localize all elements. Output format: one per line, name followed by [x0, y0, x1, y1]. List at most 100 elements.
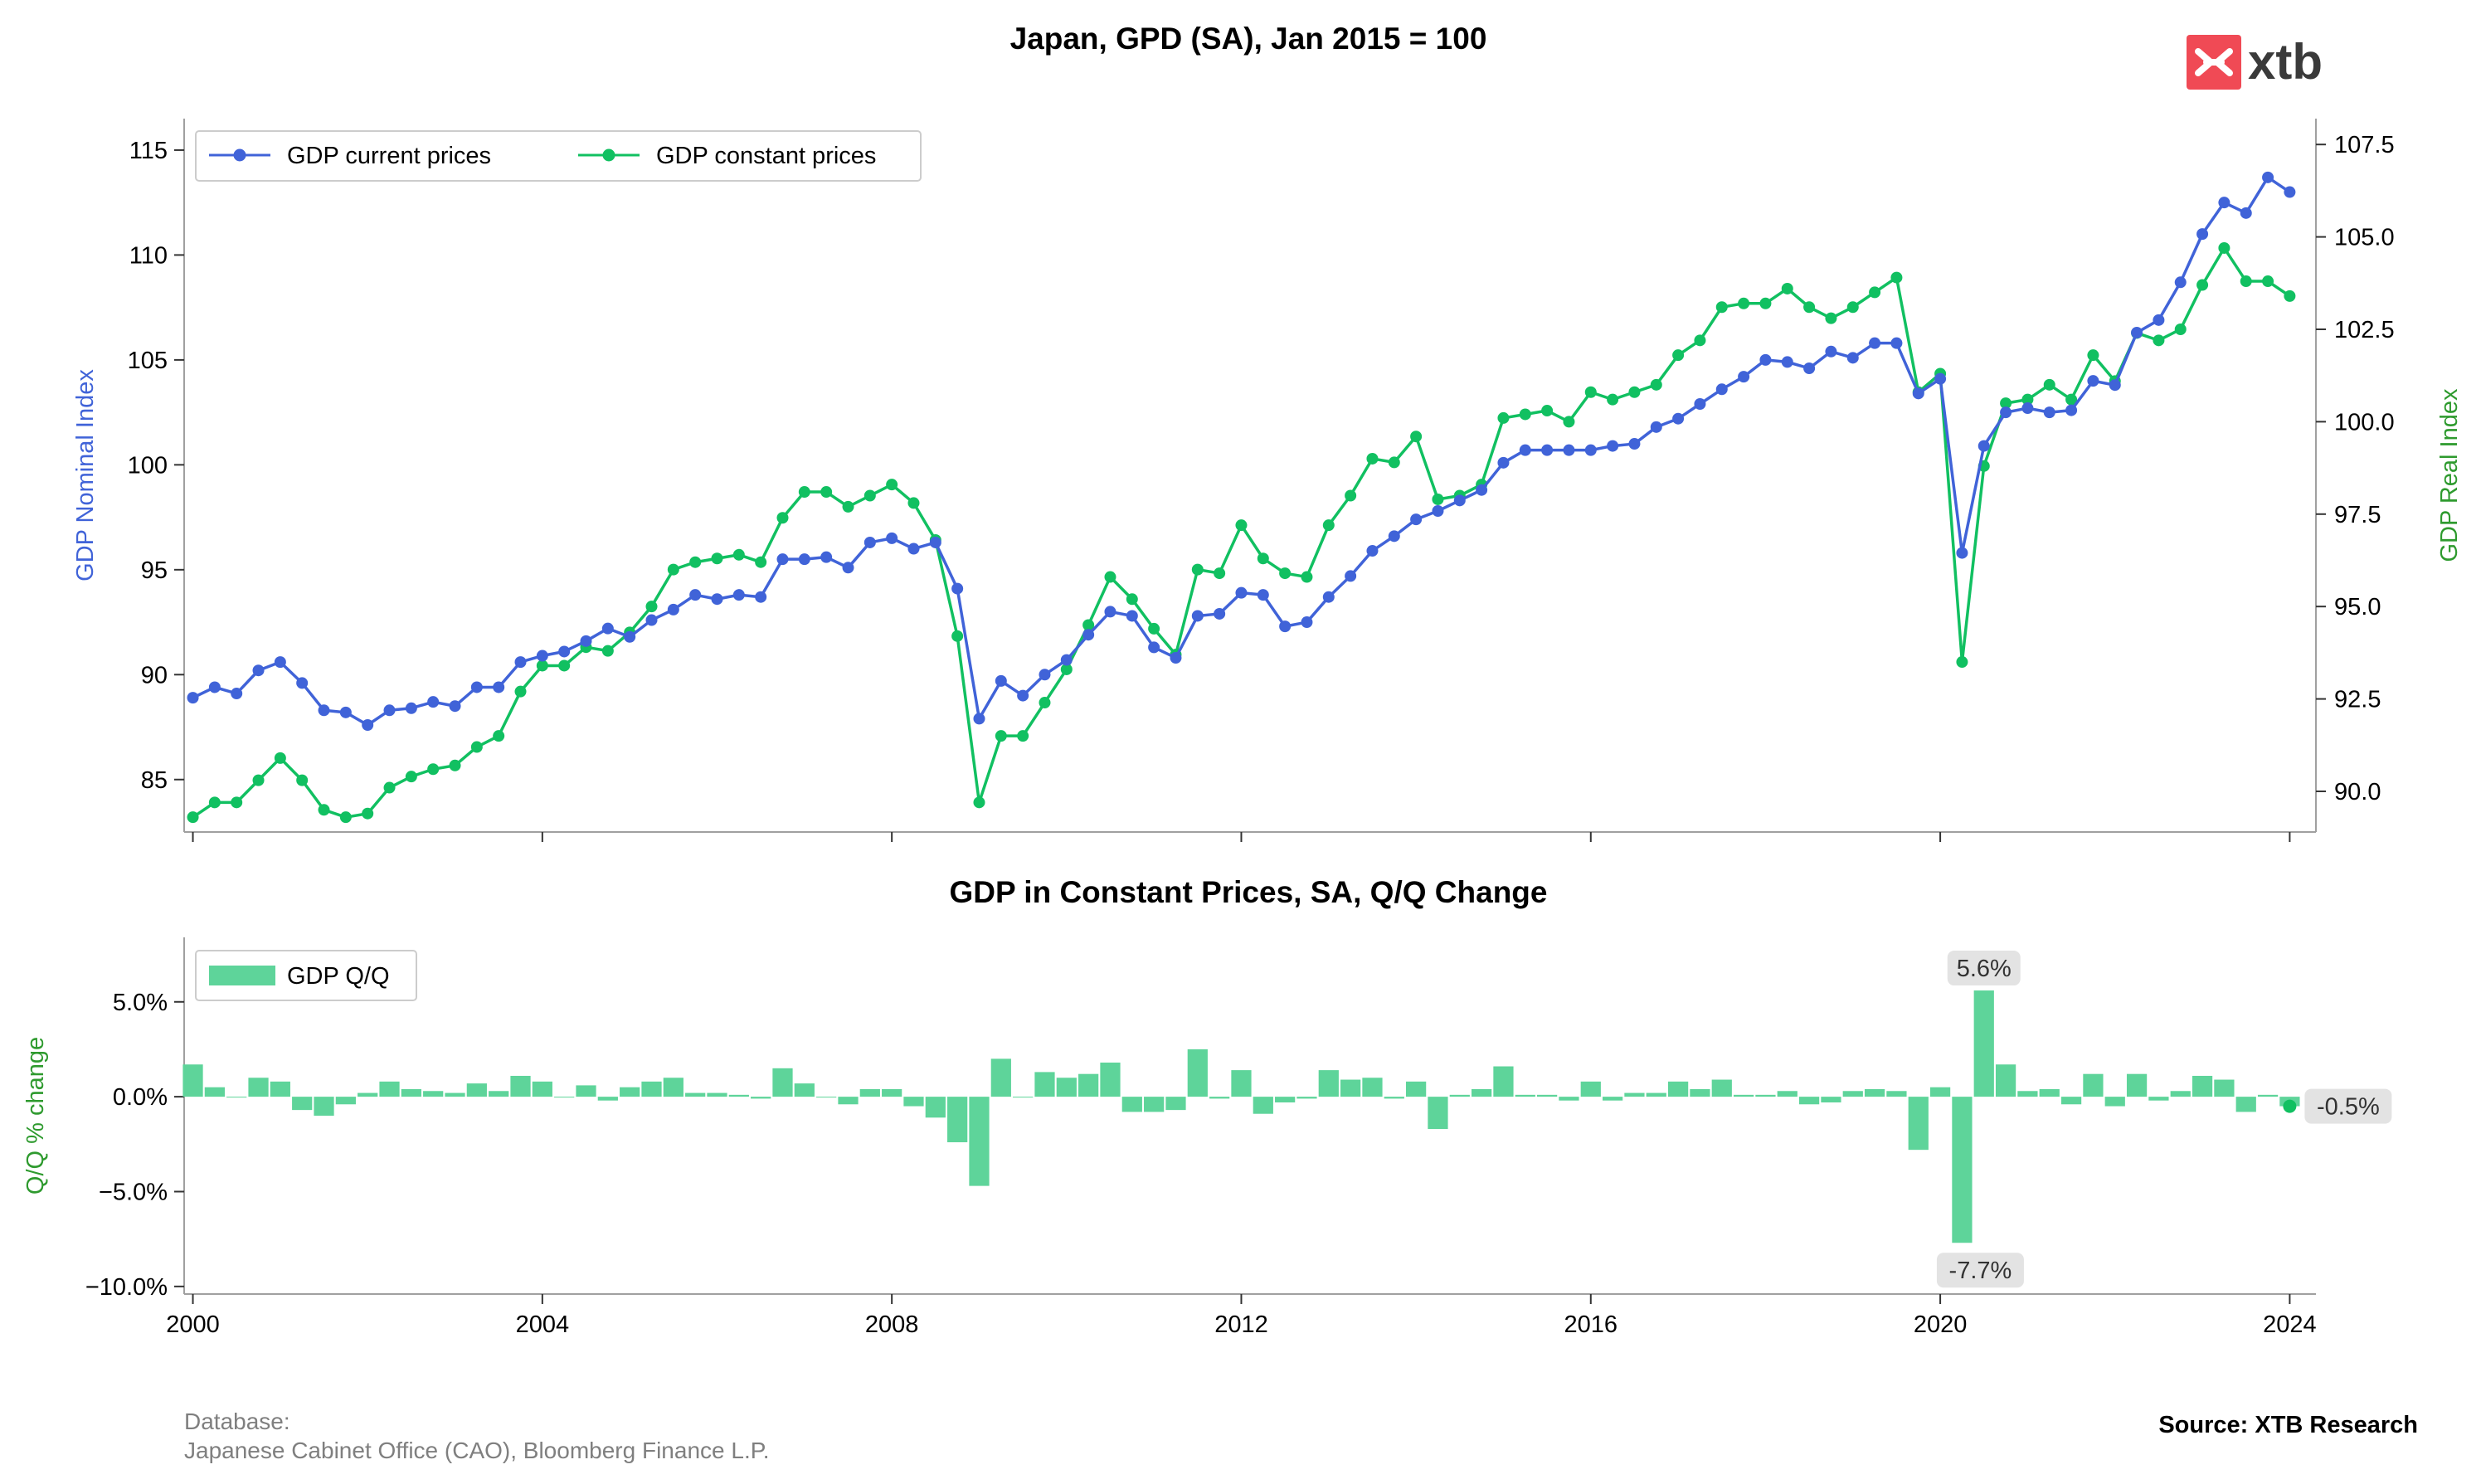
bar — [2039, 1088, 2060, 1097]
last-value-dot — [2283, 1099, 2297, 1113]
data-point — [2196, 228, 2209, 241]
data-point — [558, 645, 571, 658]
data-point — [863, 536, 876, 548]
y-tick-bottom: 5.0% — [113, 990, 168, 1016]
data-point — [1541, 444, 1554, 456]
data-point — [755, 556, 767, 568]
data-point — [2153, 334, 2165, 347]
bar — [990, 1058, 1011, 1097]
y-tick-right: 92.5 — [2334, 687, 2381, 713]
data-point — [2262, 275, 2274, 288]
top-plot: 85 90 95 100 105 110 115 90.0 92.5 95.0 97.5 100.0… — [72, 119, 2463, 842]
data-point — [2218, 197, 2230, 209]
bar — [335, 1097, 356, 1105]
bar — [1798, 1097, 1820, 1105]
annotation-box — [2304, 1088, 2392, 1124]
data-point — [1956, 547, 1968, 559]
data-point — [318, 804, 330, 816]
data-point — [1715, 383, 1728, 396]
bar — [663, 1078, 683, 1097]
data-point — [1301, 571, 1313, 583]
data-point — [1846, 301, 1859, 314]
data-point — [1825, 312, 1837, 324]
data-point — [1497, 411, 1510, 424]
data-point — [1301, 616, 1313, 629]
bar — [1406, 1081, 1427, 1097]
data-point — [1912, 387, 1924, 400]
data-point — [1869, 337, 1881, 349]
x-tick-label: 2016 — [1564, 1311, 1618, 1338]
data-point — [776, 553, 789, 566]
data-point — [907, 543, 920, 555]
data-point — [1104, 571, 1116, 583]
bar — [248, 1078, 269, 1097]
x-tick-label: 2024 — [2263, 1311, 2317, 1338]
data-point — [2000, 397, 2012, 410]
data-point — [1366, 545, 1379, 557]
bar — [1078, 1073, 1099, 1097]
bar — [270, 1081, 290, 1097]
bar — [2192, 1075, 2213, 1097]
bar — [751, 1097, 771, 1099]
data-point — [886, 479, 898, 491]
bar — [1209, 1097, 1230, 1099]
series-gdp-constant — [187, 241, 2296, 824]
bar — [2214, 1079, 2235, 1097]
footer-source: Source: XTB Research — [2158, 1412, 2418, 1438]
data-point — [907, 497, 920, 509]
data-point — [187, 811, 199, 824]
bar — [1340, 1079, 1361, 1097]
y-axis-label-bottom: Q/Q % change — [22, 1037, 49, 1194]
data-point — [383, 704, 396, 717]
data-point — [1235, 586, 1248, 599]
data-point — [470, 681, 483, 693]
data-point — [2043, 378, 2055, 391]
data-point — [776, 512, 789, 524]
bar — [1908, 1097, 1929, 1151]
data-point — [2087, 349, 2099, 362]
bottom-plot: 5.0% 0.0% −5.0% −10.0% 2000 2004 2008 2012 2016… — [22, 937, 2392, 1338]
data-point — [2174, 276, 2187, 289]
y-tick-right: 107.5 — [2334, 132, 2395, 158]
logo-text: xtb — [2248, 34, 2323, 90]
data-point — [1846, 352, 1859, 364]
data-point — [842, 562, 854, 574]
data-point — [973, 713, 985, 725]
bar — [379, 1081, 400, 1097]
data-point — [296, 774, 309, 786]
bar — [597, 1097, 618, 1101]
data-point — [1541, 405, 1554, 417]
data-point — [2153, 314, 2165, 326]
data-point — [2065, 393, 2078, 406]
data-point — [1148, 622, 1160, 635]
bar — [1165, 1097, 1186, 1111]
bottom-legend: GDP Q/Q — [195, 950, 417, 1001]
bar — [1886, 1091, 1907, 1097]
top-legend: GDP current prices GDP constant prices — [195, 130, 922, 182]
bar — [1121, 1097, 1142, 1112]
bar — [510, 1075, 531, 1097]
bar — [2170, 1091, 2191, 1097]
bar — [1428, 1097, 1448, 1130]
data-point — [1519, 444, 1531, 456]
data-point — [1956, 656, 1968, 669]
data-point — [1934, 372, 1947, 385]
bar — [2148, 1097, 2169, 1101]
data-point — [2021, 393, 2034, 406]
data-point — [1890, 271, 1903, 284]
bar — [2083, 1073, 2104, 1097]
bar — [1821, 1097, 1841, 1102]
data-point — [2021, 402, 2034, 415]
data-point — [1345, 570, 1357, 582]
y-tick-right: 100.0 — [2334, 409, 2395, 435]
bar — [1472, 1088, 1492, 1097]
bar — [1864, 1088, 1885, 1097]
bar — [1493, 1066, 1514, 1097]
data-point — [1257, 589, 1269, 601]
data-point — [1322, 519, 1335, 532]
y-axis-label-left: GDP Nominal Index — [72, 369, 99, 581]
data-point — [252, 664, 265, 677]
bar — [728, 1094, 749, 1097]
data-point — [1607, 440, 1619, 452]
data-point — [2284, 186, 2296, 198]
